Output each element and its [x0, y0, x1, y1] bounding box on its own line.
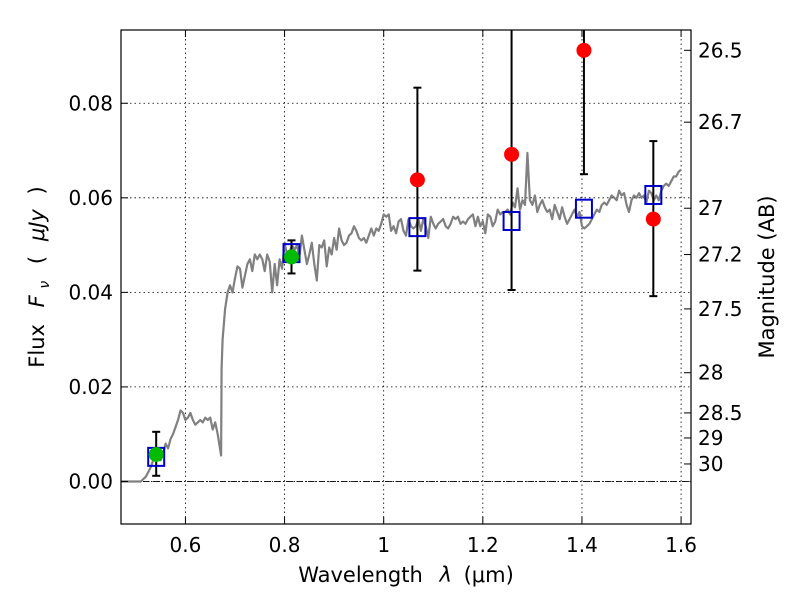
x-tick-label-3: 1.2 [467, 533, 499, 557]
observed-point-2 [409, 172, 425, 188]
grid [121, 30, 691, 524]
x-axis-label: Wavelength λ (μm) [298, 563, 514, 587]
right-tick-label-3: 27.2 [698, 243, 743, 267]
right-tick-label-1: 26.7 [698, 110, 743, 134]
y-axis-label: Flux F ν ( μJy ) [25, 186, 54, 367]
template-spectrum [121, 151, 682, 483]
model-point-3 [502, 210, 521, 231]
model-point-4 [574, 198, 593, 219]
observed-point-5 [645, 211, 661, 227]
y-tick-label-4: 0.08 [68, 91, 113, 115]
right-tick-label-8: 30 [698, 452, 723, 476]
y-tick-label-3: 0.06 [68, 186, 113, 210]
right-tick-label-0: 26.5 [698, 38, 743, 62]
model-point-5 [644, 184, 663, 205]
observed-point-0 [148, 447, 164, 463]
x-tick-label-0: 0.6 [170, 533, 202, 557]
x-tick-label-2: 1 [377, 533, 390, 557]
right-tick-label-6: 28.5 [698, 401, 743, 425]
model-photometry-points [147, 184, 663, 467]
y-label-symbol: F [25, 294, 49, 307]
y-label-paren-open: ( [25, 256, 49, 264]
x-label-symbol: λ [438, 563, 451, 587]
x-label-main: Wavelength [298, 563, 423, 587]
y-tick-label-1: 0.02 [68, 375, 113, 399]
x-tick-label-5: 1.6 [665, 533, 697, 557]
observed-point-3 [504, 146, 520, 162]
y-label-unit: μJy [25, 209, 49, 243]
y-tick-label-2: 0.04 [68, 280, 113, 304]
right-tick-label-4: 27.5 [698, 297, 743, 321]
y-tick-label-0: 0.00 [68, 469, 113, 493]
y-label-paren-close: ) [25, 186, 49, 194]
y-label-subscript: ν [37, 281, 53, 289]
observed-point-4 [576, 42, 592, 58]
x-axis-ticks: 0.6 0.8 1 1.2 1.4 1.6 [170, 30, 697, 557]
x-tick-label-1: 0.8 [269, 533, 301, 557]
x-label-unit: (μm) [464, 563, 514, 587]
observed-photometry-points [148, 42, 661, 463]
y-label-main: Flux [25, 324, 49, 368]
x-tick-label-4: 1.4 [566, 533, 598, 557]
model-point-2 [408, 217, 427, 238]
observed-point-1 [284, 249, 300, 265]
plot-frame [120, 29, 692, 525]
spectrum-line [121, 151, 682, 483]
right-tick-label-7: 29 [698, 426, 723, 450]
right-axis-label: Magnitude (AB) [755, 195, 779, 358]
right-tick-label-5: 28 [698, 361, 723, 385]
y-axis-ticks: 0.00 0.02 0.04 0.06 0.08 [68, 91, 128, 493]
right-tick-label-2: 27 [698, 196, 723, 220]
